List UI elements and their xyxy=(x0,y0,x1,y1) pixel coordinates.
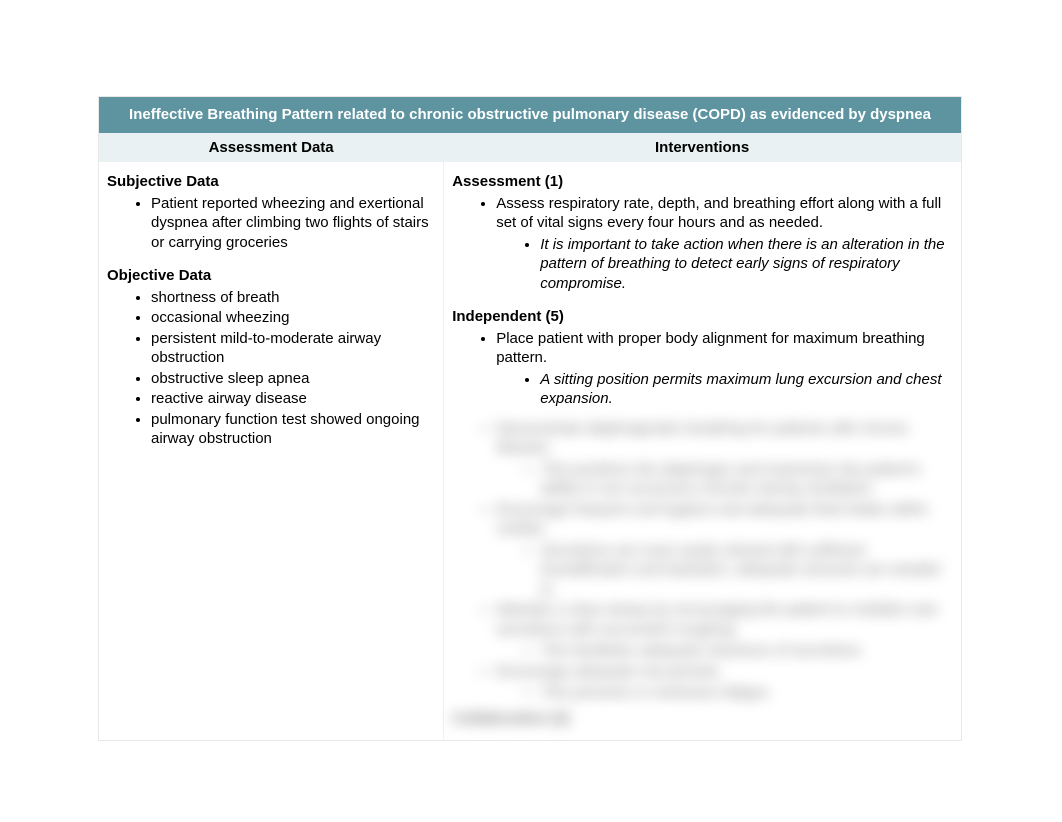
list-item: Encourage frequent oral hygiene and adeq… xyxy=(496,500,953,600)
list-item: persistent mild-to-moderate airway obstr… xyxy=(151,329,435,368)
independent-section-heading: Independent (5) xyxy=(452,307,953,327)
header-assessment-data: Assessment Data xyxy=(99,133,443,162)
independent-intervention-list: Place patient with proper body alignment… xyxy=(452,329,953,409)
assessment-intervention-list: Assess respiratory rate, depth, and brea… xyxy=(452,194,953,294)
list-item: pulmonary function test showed ongoing a… xyxy=(151,410,435,449)
collaborative-heading: Collaborative (2) xyxy=(452,709,953,729)
list-item: Patient reported wheezing and exertional… xyxy=(151,194,435,253)
list-item: Maintain a clear airway by encouraging t… xyxy=(496,600,953,661)
rationale-list: A sitting position permits maximum lung … xyxy=(496,370,953,409)
rationale-text: It is important to take action when ther… xyxy=(540,235,953,294)
rationale-list: It is important to take action when ther… xyxy=(496,235,953,294)
body-row: Subjective Data Patient reported wheezin… xyxy=(99,162,961,740)
objective-data-heading: Objective Data xyxy=(107,266,435,286)
subjective-data-heading: Subjective Data xyxy=(107,172,435,192)
title-text: Ineffective Breathing Pattern related to… xyxy=(129,106,931,123)
interventions-cell: Assessment (1) Assess respiratory rate, … xyxy=(443,162,961,740)
assessment-section-heading: Assessment (1) xyxy=(452,172,953,192)
objective-data-list: shortness of breath occasional wheezing … xyxy=(107,288,435,449)
intervention-text: Place patient with proper body alignment… xyxy=(496,330,925,367)
list-item: occasional wheezing xyxy=(151,308,435,328)
subjective-data-list: Patient reported wheezing and exertional… xyxy=(107,194,435,253)
assessment-data-cell: Subjective Data Patient reported wheezin… xyxy=(99,162,443,740)
list-item: Encourage adequate rest periods. This pr… xyxy=(496,662,953,703)
header-interventions: Interventions xyxy=(443,133,961,162)
list-item: Demonstrate diaphragmatic breathing for … xyxy=(496,419,953,499)
list-item: Place patient with proper body alignment… xyxy=(496,329,953,409)
list-item: shortness of breath xyxy=(151,288,435,308)
intervention-text: Assess respiratory rate, depth, and brea… xyxy=(496,195,941,232)
title-bar: Ineffective Breathing Pattern related to… xyxy=(99,97,961,133)
list-item: Assess respiratory rate, depth, and brea… xyxy=(496,194,953,294)
list-item: obstructive sleep apnea xyxy=(151,369,435,389)
care-plan-table: Ineffective Breathing Pattern related to… xyxy=(98,96,962,741)
column-header-row: Assessment Data Interventions xyxy=(99,133,961,162)
rationale-text: A sitting position permits maximum lung … xyxy=(540,370,953,409)
list-item: reactive airway disease xyxy=(151,389,435,409)
blurred-content-region: Demonstrate diaphragmatic breathing for … xyxy=(452,419,953,729)
